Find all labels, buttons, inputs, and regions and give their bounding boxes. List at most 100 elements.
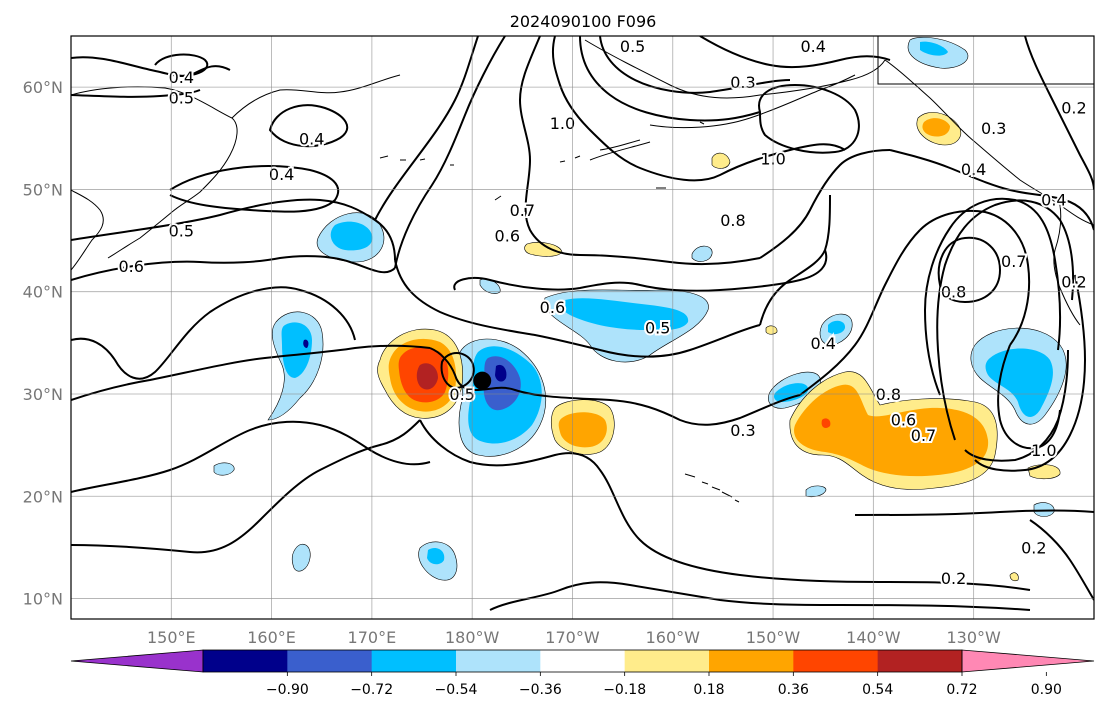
contour-line — [489, 581, 1031, 611]
contour-line — [551, 36, 846, 182]
contour-line — [453, 249, 828, 292]
shade-positive-weak — [1027, 464, 1061, 480]
contour-line — [937, 236, 1002, 304]
contour-labels: 0.40.50.40.40.50.60.70.60.60.50.40.31.01… — [116, 36, 1088, 590]
contour-line — [923, 197, 1062, 396]
contour-line — [919, 209, 1031, 346]
contour-label: 1.0 — [550, 114, 575, 133]
contour-line — [579, 36, 761, 122]
shade-negative-moderate — [920, 41, 948, 56]
contour-label: 0.7 — [510, 201, 535, 220]
contour-label: 0.4 — [169, 68, 194, 87]
colorbar-tick-label: 0.36 — [778, 682, 809, 698]
contour-label: 0.3 — [730, 421, 755, 440]
contour-line — [799, 229, 921, 396]
shade-positive-weak — [711, 152, 731, 169]
contour-label: 0.8 — [941, 283, 966, 302]
colorbar-tick-label: −0.36 — [519, 682, 562, 698]
coastline-alaska-panhandle — [884, 59, 1094, 226]
shade-negative-moderate — [281, 322, 312, 378]
shade-negative-moderate — [774, 383, 809, 402]
latitude-tick-label: 20°N — [23, 487, 63, 506]
colorbar-tick-label: −0.90 — [266, 682, 309, 698]
shade-negative-weak — [1033, 502, 1055, 517]
contour-line — [419, 419, 1031, 591]
contour-line — [599, 36, 791, 94]
contour-label: 0.4 — [800, 37, 825, 56]
contour-label: 0.3 — [730, 73, 755, 92]
contour-label: 0.4 — [1041, 191, 1066, 210]
contour-label: 0.5 — [169, 221, 194, 240]
storm-center-marker — [473, 371, 492, 390]
contour-line — [758, 83, 860, 154]
colorbar-segment — [371, 650, 457, 672]
gridlines — [71, 36, 1094, 619]
contour-line — [699, 36, 891, 69]
colorbar-tick-label: 0.90 — [1031, 682, 1062, 698]
contour-line — [71, 419, 421, 554]
colorbar-segment — [793, 650, 879, 672]
contour-line — [154, 53, 209, 77]
contour-line — [71, 420, 431, 493]
contour-lines — [71, 36, 1094, 611]
contour-label: 0.5 — [169, 88, 194, 107]
shade-positive-moderate — [922, 118, 950, 137]
longitude-tick-label: 140°W — [846, 628, 901, 647]
latitude-tick-label: 60°N — [23, 78, 63, 97]
coastline-hawaii — [684, 473, 740, 503]
shade-negative-moderate — [427, 548, 445, 565]
shade-negative-strongest — [303, 339, 309, 348]
latitude-tick-label: 50°N — [23, 180, 63, 199]
map-frame — [70, 35, 1095, 620]
shade-negative-moderate — [828, 320, 846, 335]
colorbar-segment — [203, 650, 288, 672]
longitude-ticks: 150°E 160°E 170°E 180°W 170°W 160°W 150°W 140°W… — [147, 628, 1001, 647]
contour-line — [268, 104, 349, 148]
shade-negative-weak — [291, 543, 311, 572]
contour-label: 0.3 — [981, 119, 1006, 138]
contour-label: 0.5 — [449, 385, 474, 404]
contour-line — [936, 199, 1075, 441]
shade-positive-weak — [524, 242, 563, 257]
contour-line — [759, 194, 831, 326]
contour-label: 0.7 — [911, 426, 936, 445]
colorbar: −0.90 −0.72 −0.54 −0.36 −0.18 0.18 0.36 0.54 0.7… — [70, 649, 1095, 698]
contour-label: 0.2 — [1021, 538, 1046, 557]
shade-negative-strongest — [495, 364, 507, 382]
contour-line — [71, 286, 356, 380]
contour-label: 0.6 — [540, 298, 565, 317]
latitude-tick-label: 10°N — [23, 590, 63, 609]
shade-positive-strong — [821, 418, 831, 428]
longitude-tick-label: 130°W — [946, 628, 1001, 647]
map-title: 2024090100 F096 — [510, 12, 657, 31]
contour-line — [394, 259, 761, 358]
contour-line — [759, 149, 891, 259]
coastline-alaska — [584, 39, 886, 129]
shade-negative-moderate — [560, 298, 689, 331]
contour-line — [974, 274, 1087, 472]
contour-line — [394, 36, 506, 269]
coastline-bc — [1053, 204, 1081, 326]
contour-line — [518, 36, 761, 266]
contour-label: 0.8 — [876, 385, 901, 404]
colorbar-outline — [202, 649, 963, 673]
shade-positive-stronger — [416, 363, 438, 390]
shade-negative-moderate — [330, 221, 373, 251]
shade-negative-weak — [691, 245, 713, 262]
contour-label: 0.2 — [1061, 272, 1086, 291]
contour-line — [889, 149, 1094, 231]
coastline-aleutians — [379, 139, 651, 166]
coastline-aleutian-dash — [494, 121, 705, 201]
longitude-tick-label: 160°E — [247, 628, 296, 647]
contour-label: 0.2 — [941, 569, 966, 588]
longitude-tick-label: 170°E — [348, 628, 397, 647]
contour-label: 0.4 — [299, 129, 324, 148]
contour-label: 0.4 — [810, 334, 835, 353]
longitude-tick-label: 160°W — [646, 628, 701, 647]
colorbar-extend-high — [961, 649, 1095, 673]
shade-positive-weak — [1009, 572, 1019, 582]
coastline-kuril — [107, 211, 173, 259]
contour-label: 0.8 — [720, 211, 745, 230]
latitude-tick-label: 40°N — [23, 283, 63, 302]
